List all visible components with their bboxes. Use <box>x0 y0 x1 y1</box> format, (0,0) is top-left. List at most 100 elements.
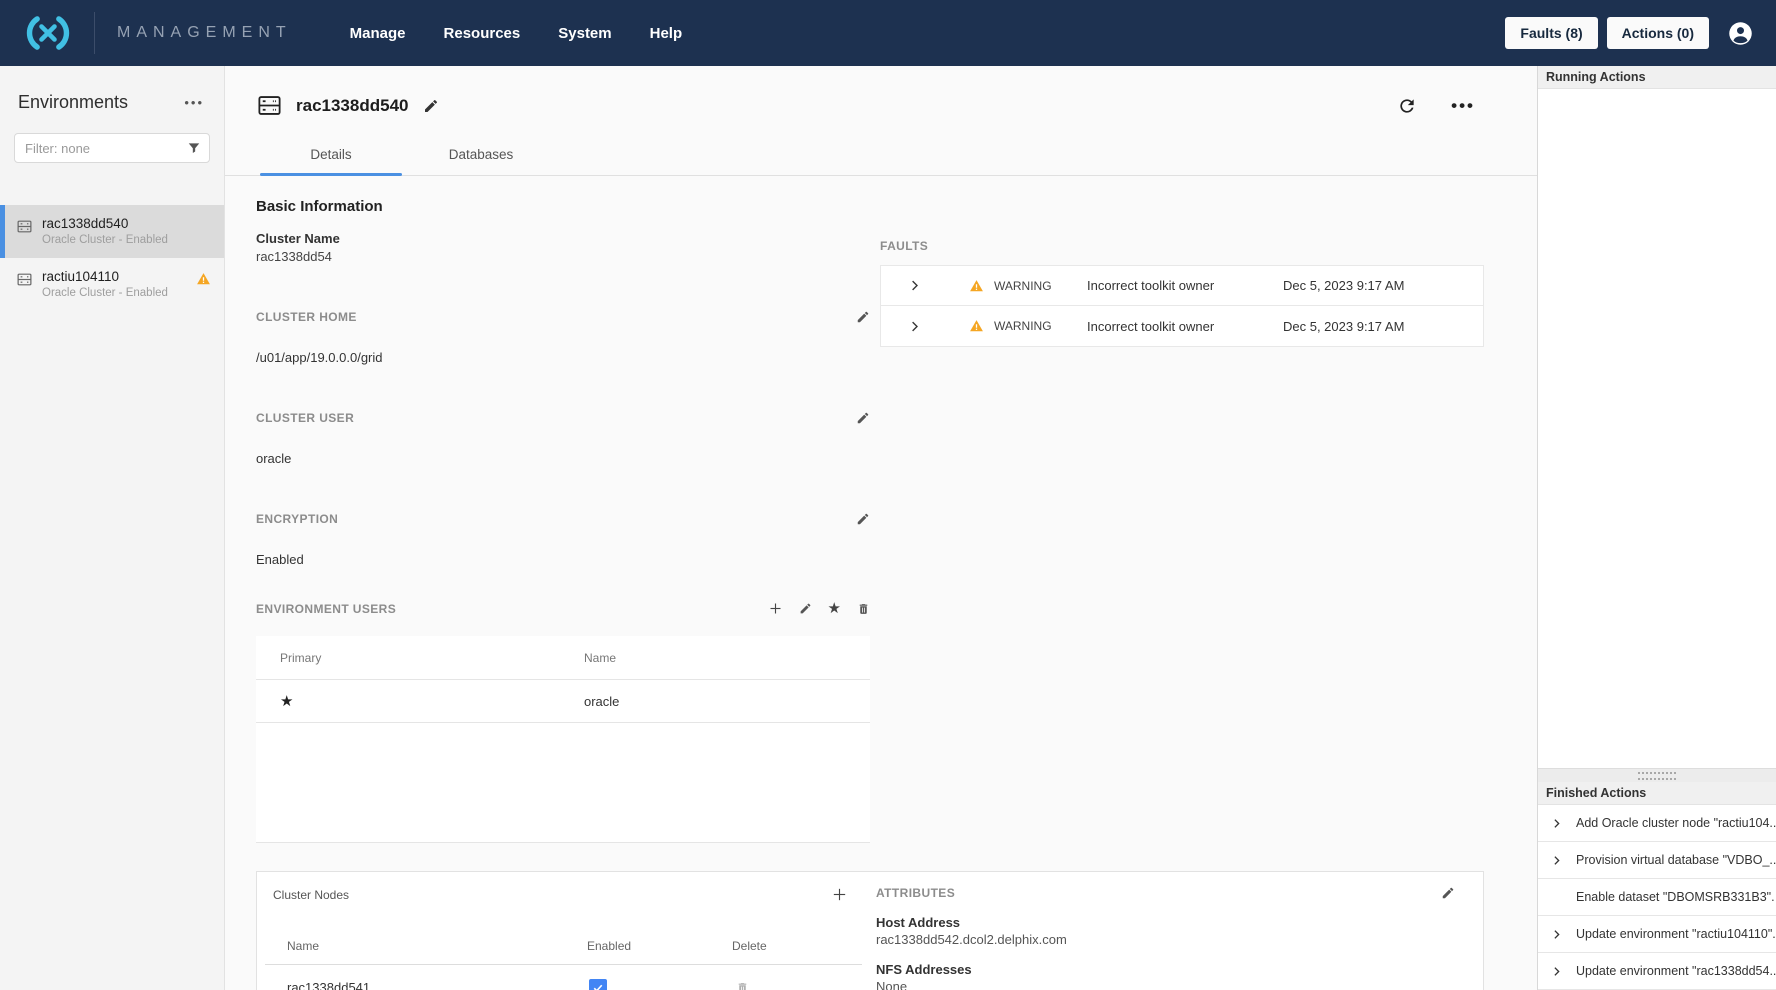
finished-action-row[interactable]: Update environment "ractiu104110". <box>1538 916 1776 953</box>
edit-attributes-pencil-icon[interactable] <box>1441 886 1455 900</box>
warning-triangle-icon <box>969 319 984 333</box>
environment-users-section: ENVIRONMENT USERS ★ <box>256 601 870 843</box>
add-node-plus-icon[interactable] <box>831 886 848 903</box>
attributes-pane: ATTRIBUTES Host Address rac1338dd542.dco… <box>862 872 1483 990</box>
user-avatar-icon[interactable] <box>1727 20 1754 47</box>
primary-star-icon: ★ <box>280 693 294 710</box>
attributes-label: ATTRIBUTES <box>876 886 956 900</box>
cluster-user-section: CLUSTER USER oracle <box>256 411 870 466</box>
header-actions: ••• <box>1397 96 1475 116</box>
logo-divider <box>94 12 95 54</box>
app-body: Environments ••• <box>0 66 1776 990</box>
fault-severity-text: WARNING <box>994 278 1052 293</box>
attribute-label: NFS Addresses <box>876 962 972 977</box>
environment-users-label: ENVIRONMENT USERS <box>256 601 397 616</box>
menu-item-help[interactable]: Help <box>649 24 683 42</box>
edit-cluster-home-pencil-icon[interactable] <box>856 310 870 324</box>
basic-info-column: Basic Information Cluster Name rac1338dd… <box>256 176 870 843</box>
main-header: rac1338dd540 ••• <box>225 66 1537 119</box>
nodes-table-header: Name Enabled Delete <box>265 927 862 965</box>
tab-databases[interactable]: Databases <box>448 147 514 162</box>
refresh-icon[interactable] <box>1397 96 1417 116</box>
top-navbar: MANAGEMENT Manage Resources System Help … <box>0 0 1776 66</box>
filter-box <box>14 133 210 163</box>
faults-button[interactable]: Faults (8) <box>1505 17 1598 49</box>
main-menu: Manage Resources System Help <box>350 25 682 42</box>
users-table-row[interactable]: ★ oracle <box>256 680 870 723</box>
tab-details[interactable]: Details <box>256 137 406 176</box>
finished-action-row[interactable]: Add Oracle cluster node "ractiu104... <box>1538 805 1776 842</box>
chevron-right-icon[interactable] <box>907 278 969 293</box>
delete-user-trash-icon[interactable] <box>857 602 870 616</box>
environment-item-ractiu104110[interactable]: ractiu104110 Oracle Cluster - Enabled <box>0 258 224 311</box>
filter-funnel-icon[interactable] <box>187 141 201 155</box>
delphix-logo-icon <box>22 15 74 51</box>
brand-area: MANAGEMENT <box>22 12 292 54</box>
environment-users-table: Primary Name ★ oracle <box>256 636 870 843</box>
fault-severity: WARNING <box>969 279 1087 293</box>
actions-panel: Running Actions Finished Actions Add Ora… <box>1537 66 1776 990</box>
environment-subtitle: Oracle Cluster - Enabled <box>42 287 168 299</box>
finished-action-label: Update environment "rac1338dd54... <box>1576 964 1776 978</box>
panel-splitter[interactable] <box>1538 768 1776 782</box>
warning-triangle-icon <box>196 272 211 286</box>
menu-item-system[interactable]: System <box>558 24 612 42</box>
fault-severity-text: WARNING <box>994 319 1052 333</box>
nodes-table-row: rac1338dd541 <box>265 965 862 990</box>
chevron-right-icon[interactable] <box>907 319 969 334</box>
nodes-column-enabled: Enabled <box>587 938 632 953</box>
chevron-right-icon[interactable] <box>1550 854 1566 867</box>
faults-list: WARNING Incorrect toolkit owner Dec 5, 2… <box>880 265 1484 347</box>
nodes-column-name: Name <box>287 938 320 953</box>
finished-action-row[interactable]: Update environment "rac1338dd54... <box>1538 953 1776 990</box>
fault-title: Incorrect toolkit owner <box>1087 278 1215 293</box>
finished-actions-header: Finished Actions <box>1538 782 1776 805</box>
environment-item-rac1338dd540[interactable]: rac1338dd540 Oracle Cluster - Enabled <box>0 205 224 258</box>
fault-date: Dec 5, 2023 9:17 AM <box>1283 318 1405 334</box>
edit-user-pencil-icon[interactable] <box>799 602 812 615</box>
node-name-cell: rac1338dd541 <box>287 980 371 990</box>
fault-date: Dec 5, 2023 9:17 AM <box>1283 278 1405 293</box>
add-user-plus-icon[interactable] <box>768 601 783 616</box>
cluster-home-section: CLUSTER HOME /u01/app/19.0.0.0/grid <box>256 310 870 365</box>
nodes-column-delete: Delete <box>732 938 767 953</box>
main-content: rac1338dd540 ••• Details Databases <box>225 66 1537 990</box>
cluster-nodes-label: Cluster Nodes <box>273 887 350 902</box>
finished-actions-list: Add Oracle cluster node "ractiu104... Pr… <box>1538 805 1776 990</box>
menu-item-resources[interactable]: Resources <box>443 24 521 42</box>
finished-action-row[interactable]: Enable dataset "DBOMSRB331B3". <box>1538 879 1776 916</box>
enabled-checkbox[interactable] <box>589 978 607 990</box>
edit-encryption-pencil-icon[interactable] <box>856 512 870 526</box>
menu-item-manage[interactable]: Manage <box>349 24 406 42</box>
details-content: Basic Information Cluster Name rac1338dd… <box>225 176 1537 990</box>
delete-node-trash-icon[interactable] <box>736 981 862 990</box>
actions-button[interactable]: Actions (0) <box>1606 17 1709 49</box>
edit-title-pencil-icon[interactable] <box>423 98 439 114</box>
chevron-right-icon[interactable] <box>1550 928 1566 941</box>
set-primary-star-icon[interactable]: ★ <box>827 600 841 617</box>
finished-action-row[interactable]: Provision virtual database "VDBO_... <box>1538 842 1776 879</box>
chevron-right-icon[interactable] <box>1550 817 1566 830</box>
filter-input[interactable] <box>14 133 210 163</box>
users-column-name: Name <box>584 650 617 665</box>
finished-action-label: Add Oracle cluster node "ractiu104... <box>1576 816 1776 830</box>
edit-cluster-user-pencil-icon[interactable] <box>856 411 870 425</box>
fault-row[interactable]: WARNING Incorrect toolkit owner Dec 5, 2… <box>881 266 1483 306</box>
chevron-right-icon[interactable] <box>1550 965 1566 978</box>
finished-action-label: Enable dataset "DBOMSRB331B3". <box>1576 890 1775 904</box>
faults-label: FAULTS <box>880 239 929 253</box>
fault-severity: WARNING <box>969 319 1087 333</box>
users-column-primary: Primary <box>280 650 322 665</box>
cluster-name-label: Cluster Name <box>256 231 340 246</box>
user-name-cell: oracle <box>584 693 620 709</box>
sidebar-overflow-menu-icon[interactable]: ••• <box>184 95 204 110</box>
environment-list: rac1338dd540 Oracle Cluster - Enabled ra… <box>0 205 224 311</box>
environment-server-icon <box>16 218 33 235</box>
cluster-nodes-table: Name Enabled Delete rac1338dd541 <box>265 927 862 990</box>
fault-row[interactable]: WARNING Incorrect toolkit owner Dec 5, 2… <box>881 306 1483 346</box>
page-overflow-menu-icon[interactable]: ••• <box>1451 95 1475 115</box>
page-title: rac1338dd540 <box>296 95 409 115</box>
cluster-name-field: Cluster Name rac1338dd54 <box>256 231 870 264</box>
navbar-right: Faults (8) Actions (0) <box>1496 17 1760 49</box>
brand-title: MANAGEMENT <box>117 24 292 41</box>
